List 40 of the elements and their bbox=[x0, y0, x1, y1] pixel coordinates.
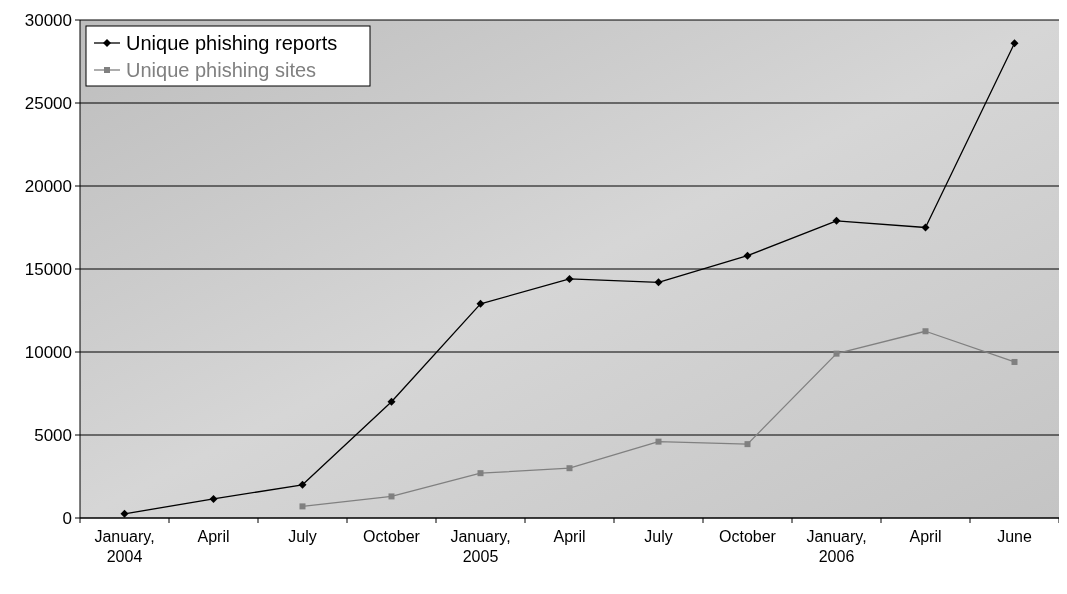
x-tick-label: January, 2004 bbox=[94, 528, 155, 565]
x-tick-label: October bbox=[363, 528, 421, 545]
point bbox=[744, 441, 751, 448]
point bbox=[209, 494, 218, 503]
point bbox=[477, 470, 484, 477]
x-tick-label: April bbox=[197, 528, 230, 545]
point bbox=[388, 493, 395, 500]
point bbox=[387, 397, 396, 406]
x-tick-label: January, 2005 bbox=[450, 528, 511, 565]
y-tick-label: 10000 bbox=[24, 342, 72, 362]
y-tick-label: 30000 bbox=[24, 10, 72, 30]
x-tick-label: April bbox=[909, 528, 942, 545]
point bbox=[565, 274, 574, 283]
x-tick-label: October bbox=[719, 528, 777, 545]
point bbox=[654, 278, 663, 287]
legend-label: Unique phishing sites bbox=[126, 59, 317, 81]
y-tick-label: 15000 bbox=[24, 259, 72, 279]
point bbox=[1011, 358, 1018, 365]
y-tick-label: 20000 bbox=[24, 176, 72, 196]
x-tick-label: July bbox=[288, 528, 317, 545]
legend-label: Unique phishing reports bbox=[126, 32, 338, 54]
y-tick-label: 5000 bbox=[34, 425, 72, 445]
point bbox=[299, 503, 306, 510]
point bbox=[743, 251, 752, 260]
point bbox=[120, 509, 129, 518]
y-tick-label: 0 bbox=[62, 508, 72, 528]
x-tick-label: January, 2006 bbox=[806, 528, 867, 565]
point bbox=[298, 480, 307, 489]
point bbox=[655, 438, 662, 445]
point bbox=[1010, 39, 1019, 48]
point bbox=[476, 299, 485, 308]
x-tick-label: June bbox=[997, 528, 1032, 545]
x-tick-label: July bbox=[644, 528, 673, 545]
point bbox=[833, 350, 840, 357]
x-tick-label: April bbox=[553, 528, 586, 545]
y-tick-label: 25000 bbox=[24, 93, 72, 113]
point bbox=[922, 328, 929, 335]
point bbox=[566, 465, 573, 472]
point bbox=[921, 223, 930, 232]
point bbox=[832, 216, 841, 225]
